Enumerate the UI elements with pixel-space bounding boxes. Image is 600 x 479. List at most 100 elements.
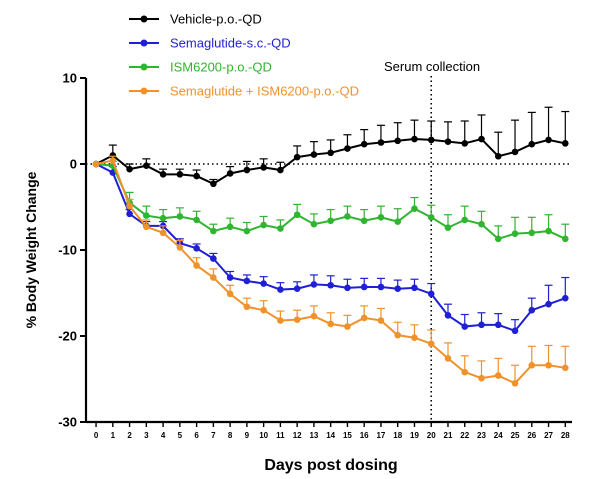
data-point [277, 225, 284, 232]
data-point [511, 148, 519, 156]
data-point [126, 165, 133, 173]
y-axis-title: % Body Weight Change [23, 171, 39, 328]
data-point [310, 281, 318, 288]
data-point [310, 312, 318, 320]
data-point [159, 229, 167, 237]
data-point [461, 216, 469, 224]
data-point [344, 284, 351, 292]
legend-label: ISM6200-p.o.-QD [170, 60, 272, 75]
x-tick-label: 27 [544, 431, 553, 440]
x-tick-label: 13 [309, 431, 318, 440]
series-line [95, 163, 566, 333]
data-point [243, 227, 251, 235]
x-tick-label: 11 [276, 431, 285, 440]
legend-entry: ISM6200-p.o.-QD [129, 60, 272, 75]
data-point [377, 214, 385, 221]
data-point [411, 135, 418, 143]
data-point [226, 274, 234, 281]
data-point [310, 151, 318, 158]
data-point [360, 283, 368, 291]
data-point [176, 171, 184, 178]
data-point [528, 140, 536, 148]
data-point [327, 281, 334, 289]
data-point [210, 180, 217, 188]
data-point [444, 224, 452, 231]
data-point [260, 280, 267, 287]
legend-label: Semaglutide-s.c.-QD [170, 36, 291, 51]
y-tick-label: -30 [58, 415, 77, 430]
y-tick-label: 0 [70, 157, 77, 172]
data-point [444, 355, 452, 362]
data-point [293, 285, 301, 293]
y-tick-label: -10 [58, 243, 77, 258]
data-point [126, 210, 133, 218]
y-tick-label: 10 [63, 71, 77, 86]
x-tick-label: 4 [161, 431, 166, 440]
x-tick-label: 5 [178, 431, 183, 440]
data-point [461, 140, 469, 147]
data-point [143, 212, 150, 219]
data-point [260, 221, 267, 229]
data-point [143, 223, 150, 231]
x-tick-label: 22 [460, 431, 469, 440]
x-tick-label: 10 [259, 431, 268, 440]
x-tick-label: 28 [561, 431, 570, 440]
data-point [193, 262, 200, 269]
data-point [411, 284, 418, 292]
data-point [394, 218, 402, 225]
data-point [561, 140, 569, 147]
data-point [494, 152, 502, 160]
data-point [411, 334, 418, 342]
x-tick-label: 25 [511, 431, 520, 440]
x-tick-label: 15 [343, 431, 352, 440]
data-point [461, 323, 469, 330]
data-point [545, 300, 552, 308]
data-point [293, 316, 301, 323]
data-point [377, 317, 385, 324]
x-tick-label: 0 [94, 431, 99, 440]
data-point [92, 160, 100, 168]
data-point [327, 149, 334, 157]
data-point [528, 306, 536, 314]
x-tick-label: 24 [494, 431, 503, 440]
x-tick-label: 2 [127, 431, 132, 440]
data-point [561, 294, 569, 302]
data-point [511, 380, 519, 387]
data-point [394, 137, 402, 145]
data-point [210, 255, 217, 262]
data-point [243, 303, 251, 311]
data-point [260, 306, 267, 314]
x-tick-label: 6 [194, 431, 199, 440]
x-axis-title: Days post dosing [264, 457, 397, 474]
data-point [494, 372, 502, 379]
data-point [411, 205, 418, 213]
data-point [159, 214, 167, 222]
data-point [377, 283, 385, 291]
data-point [243, 166, 251, 174]
x-tick-label: 3 [144, 431, 149, 440]
data-point [310, 220, 318, 228]
legend-marker [140, 63, 148, 71]
data-point [561, 235, 569, 243]
data-point [226, 223, 234, 231]
data-point [260, 164, 267, 171]
x-tick-label: 12 [293, 431, 302, 440]
x-tick-label: 16 [360, 431, 369, 440]
data-point [511, 230, 519, 237]
data-point [176, 213, 184, 220]
x-tick-label: 14 [326, 431, 335, 440]
series-4 [92, 155, 570, 387]
data-point [293, 153, 301, 161]
data-point [478, 135, 485, 143]
data-point [176, 244, 184, 251]
series-2 [92, 160, 570, 335]
y-tick-label: -20 [58, 329, 77, 344]
legend-label: Vehicle-p.o.-QD [170, 12, 262, 27]
data-point [377, 139, 385, 146]
data-point [159, 171, 167, 178]
data-point [360, 140, 368, 148]
data-point [226, 290, 234, 298]
data-point [478, 321, 485, 329]
data-point [528, 229, 536, 237]
x-tick-label: 21 [444, 431, 453, 440]
